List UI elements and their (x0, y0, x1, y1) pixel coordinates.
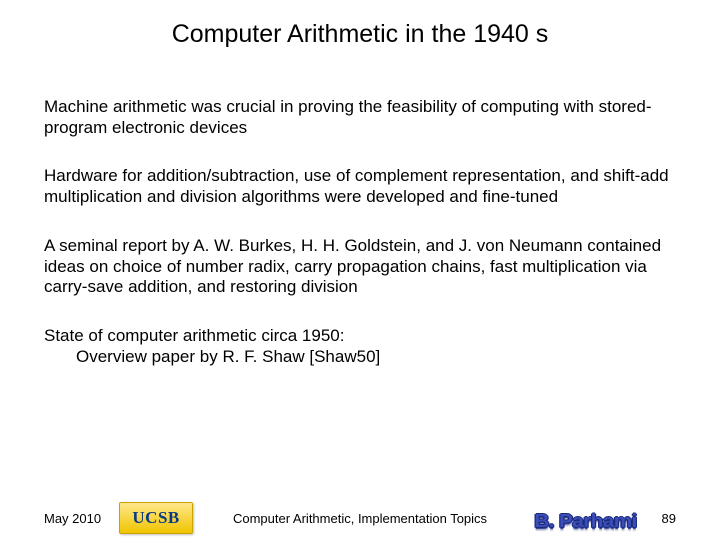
footer-center-text: Computer Arithmetic, Implementation Topi… (233, 511, 487, 526)
paragraph-3: A seminal report by A. W. Burkes, H. H. … (44, 236, 676, 298)
ucsb-logo-icon: UCSB (119, 502, 193, 534)
ucsb-badge: UCSB (119, 502, 193, 534)
footer-date: May 2010 (44, 511, 101, 526)
paragraph-1: Machine arithmetic was crucial in provin… (44, 97, 676, 138)
paragraph-4-line-2: Overview paper by R. F. Shaw [Shaw50] (76, 347, 676, 368)
footer-page-number: 89 (662, 511, 676, 526)
author-name: B. Parhami (534, 511, 636, 532)
slide-title: Computer Arithmetic in the 1940 s (0, 20, 720, 49)
paragraph-2: Hardware for addition/subtraction, use o… (44, 166, 676, 207)
slide-body: Machine arithmetic was crucial in provin… (0, 97, 720, 368)
footer-author-wordart: B. Parhami (541, 511, 630, 532)
ucsb-logo-text: UCSB (132, 508, 179, 528)
paragraph-4: State of computer arithmetic circa 1950:… (44, 326, 676, 367)
paragraph-4-line-1: State of computer arithmetic circa 1950: (44, 326, 676, 347)
slide: Computer Arithmetic in the 1940 s Machin… (0, 20, 720, 560)
